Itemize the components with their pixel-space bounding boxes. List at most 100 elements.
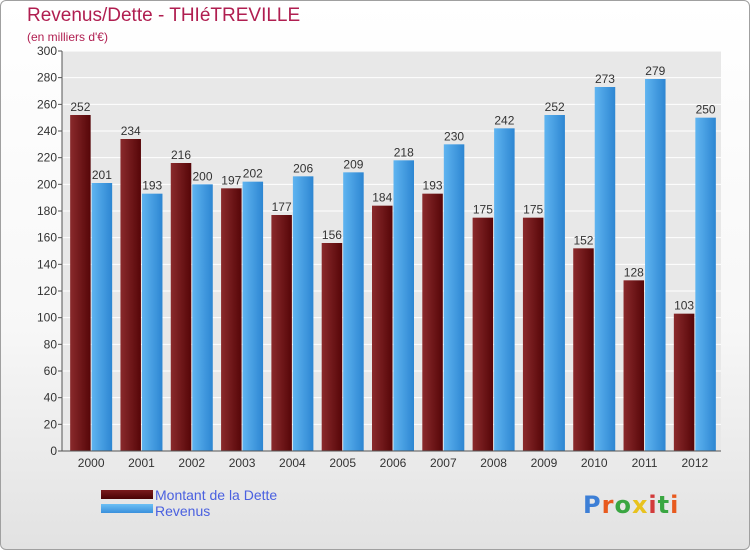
y-tick-label: 200 xyxy=(37,177,57,191)
x-tick-label: 2003 xyxy=(229,456,256,470)
value-label-revenus: 206 xyxy=(293,161,313,175)
value-label-dette: 175 xyxy=(473,203,493,217)
bar-dette xyxy=(422,193,443,451)
y-tick-label: 180 xyxy=(37,204,57,218)
x-tick-label: 2010 xyxy=(581,456,608,470)
bar-dette xyxy=(271,215,292,451)
value-label-revenus: 242 xyxy=(494,113,514,127)
legend-swatch-dette xyxy=(101,490,153,499)
value-label-revenus: 201 xyxy=(92,168,112,182)
bar-dette xyxy=(170,163,192,451)
bar-revenus xyxy=(544,115,565,451)
logo-letter: P xyxy=(583,491,602,519)
y-tick-label: 60 xyxy=(44,364,58,378)
bar-revenus xyxy=(242,181,264,451)
value-label-dette: 152 xyxy=(573,233,593,247)
bar-dette xyxy=(321,243,343,451)
y-tick-label: 300 xyxy=(37,44,57,58)
y-tick-label: 140 xyxy=(37,257,57,271)
value-label-revenus: 279 xyxy=(645,64,665,78)
logo-letter: t xyxy=(657,491,671,519)
x-tick-label: 2005 xyxy=(329,456,356,470)
legend-label-revenus: Revenus xyxy=(155,503,211,519)
x-tick-label: 2000 xyxy=(78,456,105,470)
bar-dette xyxy=(70,115,91,451)
y-tick-label: 20 xyxy=(44,417,58,431)
bar-revenus xyxy=(141,193,163,451)
value-label-dette: 175 xyxy=(523,203,543,217)
bar-dette xyxy=(673,313,695,451)
bar-revenus xyxy=(192,184,213,452)
bar-dette xyxy=(623,280,645,451)
bar-dette xyxy=(372,205,393,451)
x-axis-ticks: 2000 2001 2002 2003 2004 2005 2006 2007 2008 2009… xyxy=(78,456,709,470)
value-label-revenus: 200 xyxy=(193,169,213,183)
bar-revenus xyxy=(594,87,616,451)
legend-swatch-revenus xyxy=(101,504,153,513)
logo-letter: i xyxy=(648,491,658,519)
value-label-dette: 103 xyxy=(674,299,694,313)
x-tick-label: 2008 xyxy=(480,456,507,470)
y-tick-label: 280 xyxy=(37,71,57,85)
value-label-dette: 193 xyxy=(423,179,443,193)
x-tick-label: 2004 xyxy=(279,456,306,470)
bar-revenus xyxy=(695,117,716,452)
value-label-revenus: 273 xyxy=(595,72,615,86)
y-tick-label: 0 xyxy=(50,444,57,458)
y-tick-label: 240 xyxy=(37,124,57,138)
y-tick-label: 220 xyxy=(37,151,57,165)
value-label-revenus: 230 xyxy=(444,129,464,143)
value-label-dette: 216 xyxy=(171,148,191,162)
legend-label-dette: Montant de la Dette xyxy=(155,487,278,503)
x-tick-label: 2009 xyxy=(531,456,558,470)
y-tick-label: 120 xyxy=(37,284,57,298)
value-label-dette: 234 xyxy=(121,124,141,138)
bar-dette xyxy=(221,188,242,452)
bar-dette xyxy=(120,139,141,451)
x-tick-label: 2011 xyxy=(632,456,658,470)
x-tick-label: 2006 xyxy=(380,456,407,470)
value-label-revenus: 252 xyxy=(545,100,565,114)
x-tick-label: 2007 xyxy=(430,456,457,470)
bar-revenus xyxy=(343,172,364,452)
logo-letter: o xyxy=(614,491,632,519)
logo-letter: r xyxy=(601,491,615,519)
bar-revenus xyxy=(292,176,314,452)
value-label-dette: 252 xyxy=(70,100,90,114)
bar-dette xyxy=(472,217,494,451)
y-tick-label: 260 xyxy=(37,97,57,111)
x-tick-label: 2001 xyxy=(128,456,155,470)
y-tick-label: 80 xyxy=(44,337,58,351)
value-label-dette: 128 xyxy=(624,265,644,279)
bar-revenus xyxy=(645,79,666,451)
y-tick-label: 40 xyxy=(44,391,58,405)
value-label-revenus: 250 xyxy=(696,103,716,117)
x-tick-label: 2002 xyxy=(178,456,205,470)
y-axis-ticks: 0 20 40 60 80 100 120 140 160 180 200 220 240 260 280 3… xyxy=(37,44,62,458)
logo-letter: i xyxy=(670,491,680,519)
bars xyxy=(70,79,716,452)
bar-revenus xyxy=(443,144,465,452)
y-tick-label: 160 xyxy=(37,231,57,245)
value-label-revenus: 218 xyxy=(394,145,414,159)
value-label-revenus: 209 xyxy=(343,157,363,171)
bar-revenus xyxy=(393,160,414,452)
x-tick-label: 2012 xyxy=(681,456,708,470)
value-label-revenus: 202 xyxy=(243,167,263,181)
value-label-dette: 184 xyxy=(372,191,392,205)
value-label-dette: 156 xyxy=(322,228,342,242)
bar-revenus xyxy=(91,183,113,451)
y-tick-label: 100 xyxy=(37,311,57,325)
bar-dette xyxy=(573,248,594,451)
logo-letter: x xyxy=(631,491,649,519)
bar-dette xyxy=(522,217,544,451)
chart-title: Revenus/Dette - THIéTREVILLE xyxy=(27,5,301,26)
value-label-revenus: 193 xyxy=(142,179,162,193)
value-label-dette: 197 xyxy=(221,173,241,187)
bar-revenus xyxy=(494,128,515,451)
proxiti-logo: Proxiti xyxy=(583,491,679,519)
chart-subtitle: (en milliers d'€) xyxy=(27,30,108,44)
